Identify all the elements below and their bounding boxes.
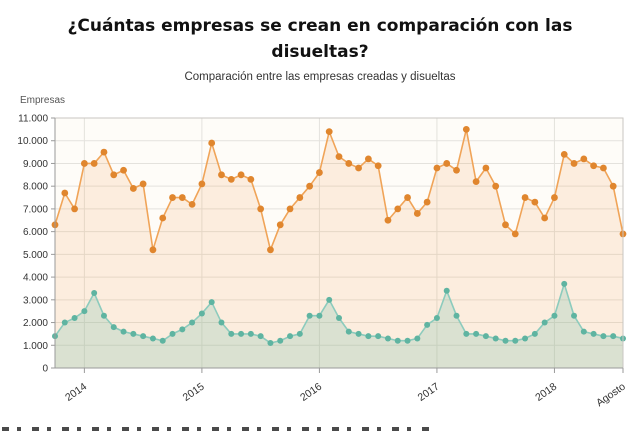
svg-text:7.000: 7.000 <box>23 204 48 215</box>
svg-text:8.000: 8.000 <box>23 182 48 193</box>
svg-text:2015: 2015 <box>181 381 207 404</box>
svg-text:5.000: 5.000 <box>23 250 48 261</box>
svg-text:1.000: 1.000 <box>23 341 48 352</box>
chart-title: ¿Cuántas empresas se crean en comparació… <box>67 16 573 62</box>
svg-text:9.000: 9.000 <box>23 159 48 170</box>
svg-text:2017: 2017 <box>416 381 442 404</box>
svg-text:4.000: 4.000 <box>23 273 48 284</box>
chart-plot: 0 1.000 2.000 3.000 4.000 5.000 6.000 7.000 8.00… <box>17 114 628 410</box>
svg-text:2014: 2014 <box>63 381 89 404</box>
cropped-text-fragment <box>2 427 432 431</box>
svg-text:2.000: 2.000 <box>23 318 48 329</box>
svg-text:3.000: 3.000 <box>23 295 48 306</box>
svg-text:6.000: 6.000 <box>23 227 48 238</box>
svg-text:0: 0 <box>42 364 48 375</box>
svg-text:10.000: 10.000 <box>17 136 48 147</box>
chart-subtitle: Comparación entre las empresas creadas y… <box>184 71 456 83</box>
y-axis-title: Empresas <box>20 95 66 106</box>
svg-text:2016: 2016 <box>298 381 324 404</box>
svg-text:11.000: 11.000 <box>18 114 48 125</box>
svg-text:2018: 2018 <box>533 381 559 404</box>
svg-text:Agosto: Agosto <box>594 381 628 410</box>
